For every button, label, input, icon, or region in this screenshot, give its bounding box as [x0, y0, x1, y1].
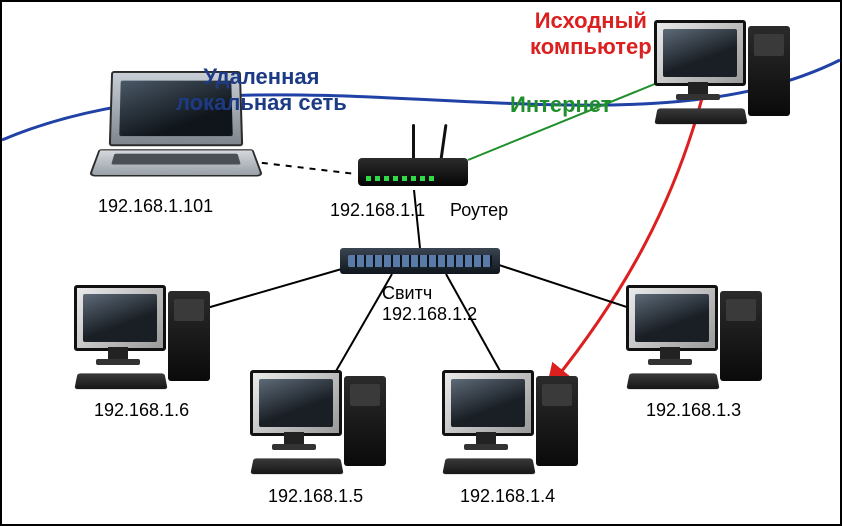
node-pc3 — [622, 285, 772, 395]
node-pc4 — [438, 370, 588, 480]
node-laptop — [90, 70, 260, 180]
node-pc5 — [246, 370, 396, 480]
node-pc6 — [70, 285, 220, 395]
node-source-pc — [650, 20, 800, 130]
node-switch — [340, 248, 500, 274]
node-router — [358, 130, 468, 200]
